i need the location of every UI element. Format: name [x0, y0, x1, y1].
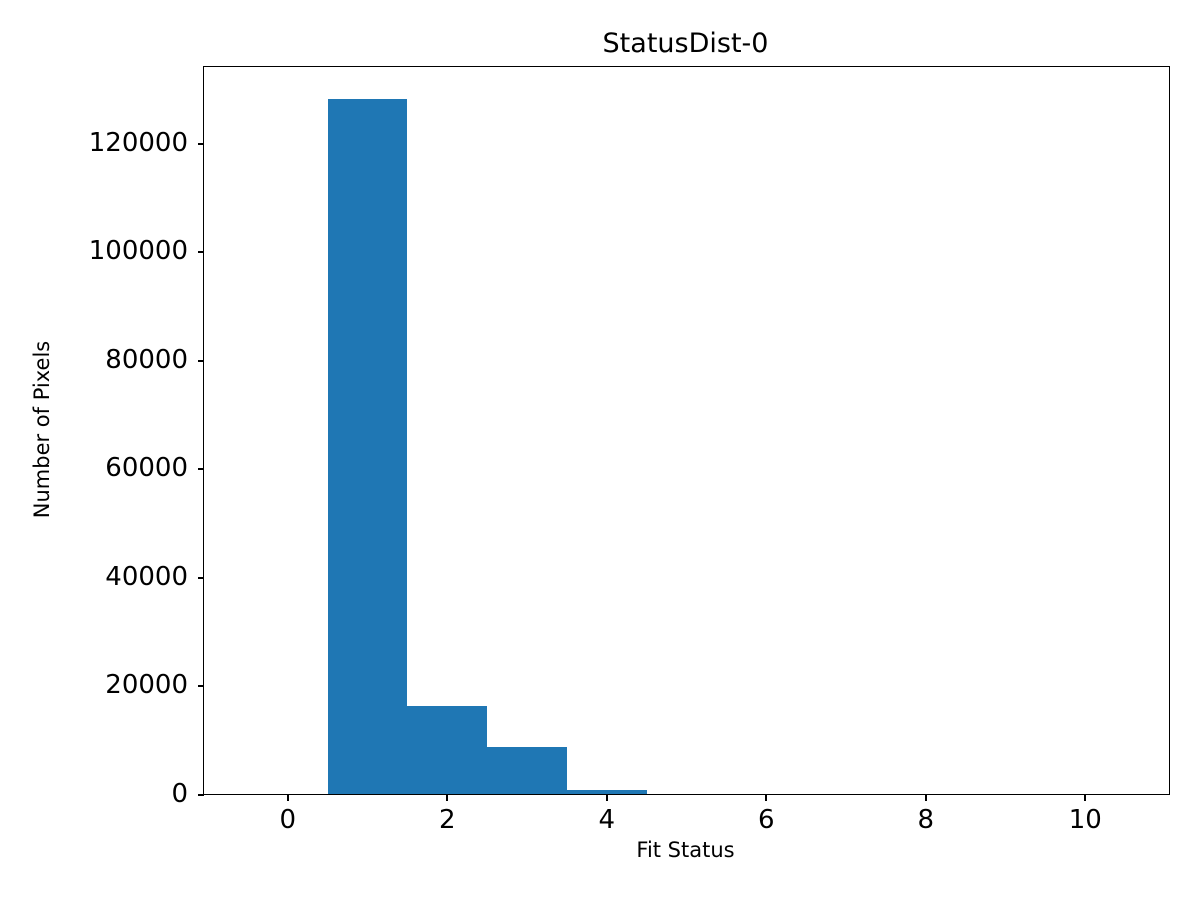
histogram-bar	[327, 99, 408, 794]
y-tick-mark	[197, 685, 204, 688]
y-tick-label: 40000	[105, 561, 188, 592]
x-tick-label: 2	[438, 805, 456, 835]
plot-inner-region	[204, 67, 1169, 794]
x-tick-label: 0	[279, 805, 297, 835]
x-tick-mark	[286, 794, 289, 801]
y-tick-label: 0	[171, 779, 188, 809]
x-axis-label: Fit Status	[636, 838, 735, 862]
x-tick-label: 4	[598, 805, 616, 835]
y-axis-label: Number of Pixels	[30, 340, 54, 519]
x-tick-mark	[765, 794, 768, 801]
histogram-bar	[566, 789, 647, 794]
x-tick-mark	[605, 794, 608, 801]
x-tick-mark	[446, 794, 449, 801]
histogram-bar	[407, 705, 488, 794]
chart-title: StatusDist-0	[602, 28, 769, 59]
x-tick-label: 6	[757, 805, 775, 835]
plot-axes: 0 20000 40000 60000 80000 100000 120000 0 2 4 6 8 1…	[89, 66, 1170, 833]
y-tick-mark	[197, 359, 204, 362]
y-tick-label: 80000	[105, 344, 188, 375]
y-tick-mark	[197, 142, 204, 145]
y-tick-label: 60000	[105, 453, 188, 484]
y-tick-label: 100000	[88, 236, 188, 267]
x-tick-label: 10	[1068, 805, 1102, 835]
y-tick-mark	[197, 468, 204, 471]
y-tick-mark	[197, 794, 204, 796]
histogram-bar	[487, 746, 567, 794]
x-tick-mark	[1084, 794, 1087, 801]
y-tick-label: 120000	[88, 127, 188, 158]
x-tick-mark	[924, 794, 927, 801]
x-tick-label: 8	[917, 805, 935, 835]
y-tick-mark	[197, 576, 204, 579]
y-tick-mark	[197, 251, 204, 254]
y-tick-label: 20000	[105, 670, 188, 701]
